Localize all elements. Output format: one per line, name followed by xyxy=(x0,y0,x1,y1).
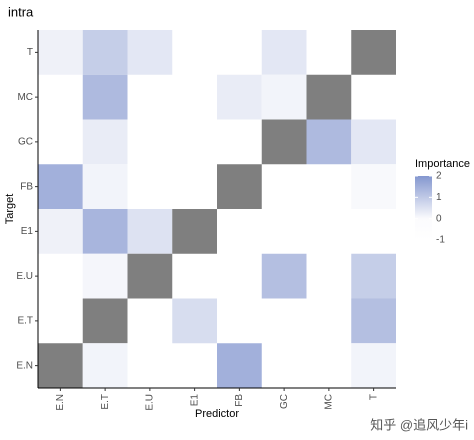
chart-title: intra xyxy=(8,4,34,19)
heat-cell xyxy=(82,30,128,75)
heat-cell xyxy=(82,164,128,209)
y-tick-label: E.U xyxy=(16,271,33,282)
legend-colorbar xyxy=(415,176,432,240)
heat-cell xyxy=(82,253,128,299)
self-cell xyxy=(351,30,396,75)
y-tick-label: FB xyxy=(20,181,33,192)
x-tick-label: MC xyxy=(324,394,335,410)
self-cell xyxy=(172,209,217,254)
watermark: 知乎 @追风少年i xyxy=(370,417,468,432)
x-tick-label: E.N xyxy=(55,394,66,411)
heat-cell xyxy=(38,209,83,254)
heat-cell xyxy=(127,30,173,75)
x-tick-label: T xyxy=(368,394,379,400)
heat-cell xyxy=(351,253,396,299)
heat-cell xyxy=(261,74,307,120)
heat-cell xyxy=(351,164,396,209)
heat-cell xyxy=(172,298,217,344)
self-cell xyxy=(261,119,307,165)
heat-cell xyxy=(38,164,83,209)
x-tick-label: FB xyxy=(234,394,245,407)
heat-cell xyxy=(82,119,128,165)
heat-cell xyxy=(217,74,262,120)
heat-cell xyxy=(351,343,396,388)
y-tick-label: E.T xyxy=(17,316,33,327)
heat-cell xyxy=(82,209,128,254)
y-tick-label: GC xyxy=(18,137,33,148)
heat-cell xyxy=(351,119,396,165)
legend-tick-label: 2 xyxy=(436,171,442,182)
heat-cell xyxy=(261,30,307,75)
x-axis-label: Predictor xyxy=(195,408,239,420)
x-tick-label: E.T xyxy=(100,394,111,410)
heat-cell xyxy=(82,343,128,388)
heat-cell xyxy=(127,209,173,254)
legend-tick-label: 1 xyxy=(436,192,442,203)
self-cell xyxy=(82,298,128,344)
y-tick-label: E1 xyxy=(21,226,34,237)
x-tick-label: E1 xyxy=(189,394,200,407)
legend-tick-label: 0 xyxy=(436,213,442,224)
y-axis-label: Target xyxy=(4,194,16,225)
heat-cell xyxy=(306,119,352,165)
self-cell xyxy=(127,253,173,299)
y-tick-label: T xyxy=(27,47,33,58)
heat-cell xyxy=(217,343,262,388)
y-tick-label: MC xyxy=(17,92,33,103)
y-tick-label: E.N xyxy=(16,360,33,371)
self-cell xyxy=(217,164,262,209)
heat-cell xyxy=(351,298,396,344)
legend-tick-label: -1 xyxy=(436,235,445,246)
heat-cell xyxy=(82,74,128,120)
x-tick-label: E.U xyxy=(145,394,156,411)
self-cell xyxy=(38,343,83,388)
self-cell xyxy=(306,74,352,120)
x-tick-label: GC xyxy=(279,394,290,409)
heat-cell xyxy=(261,253,307,299)
legend-title: Importance xyxy=(415,158,470,170)
heat-cell xyxy=(38,30,83,75)
